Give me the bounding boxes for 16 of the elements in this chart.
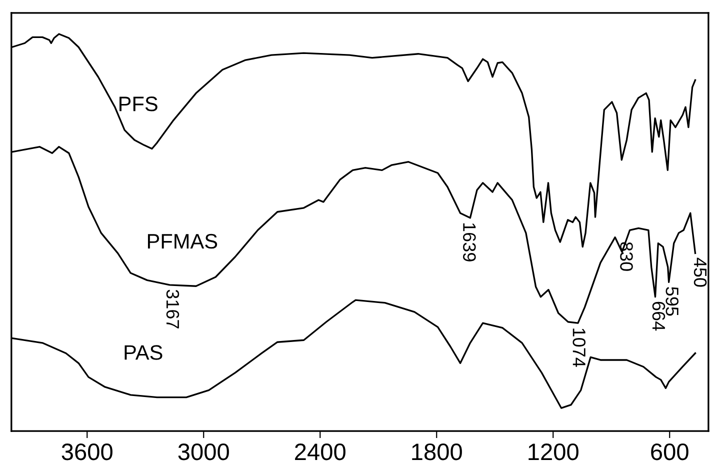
x-tick-label: 1800 xyxy=(412,443,462,460)
annotation: 830 xyxy=(620,242,633,271)
x-tick-label: 3000 xyxy=(178,443,229,460)
series-label: PFS xyxy=(120,96,158,112)
annotation: 1074 xyxy=(572,328,586,367)
annotation: 595 xyxy=(666,287,679,316)
annotation: 664 xyxy=(652,302,666,331)
annotation: 450 xyxy=(694,258,707,287)
x-tick-label: 3600 xyxy=(62,443,112,460)
series-label: PAS xyxy=(124,345,162,360)
series-label: PFMAS xyxy=(148,234,218,249)
x-tick-label: 1200 xyxy=(528,443,578,460)
x-tick-label: 600 xyxy=(651,443,688,460)
annotation: 3167 xyxy=(166,290,180,328)
annotation: 1639 xyxy=(463,223,476,262)
x-tick-label: 2400 xyxy=(295,443,346,460)
